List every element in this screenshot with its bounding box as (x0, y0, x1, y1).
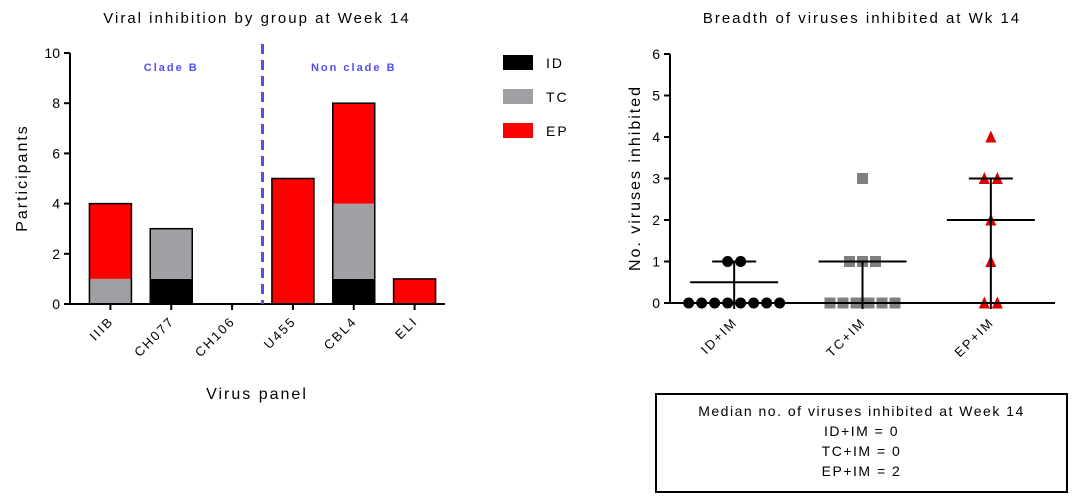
x-tick-label: CH077 (131, 314, 177, 360)
bar (333, 204, 375, 279)
annotation: Clade B (144, 62, 199, 74)
bar (394, 279, 436, 304)
x-tick-label: ELI (392, 314, 421, 343)
y-tick-label: 1 (652, 254, 660, 270)
x-axis-label: Virus panel (206, 386, 308, 403)
median-summary-box: Median no. of viruses inhibited at Week … (655, 393, 1068, 493)
y-tick-label: 6 (52, 145, 60, 161)
legend-label: ID (546, 55, 564, 71)
y-tick-label: 2 (652, 212, 660, 228)
y-tick-label: 4 (52, 196, 60, 212)
bar (150, 279, 192, 304)
bar (89, 279, 131, 304)
y-tick-label: 2 (52, 246, 60, 262)
legend-label: TC (546, 89, 569, 105)
legend-label: EP (546, 123, 569, 139)
y-tick-label: 4 (652, 129, 660, 145)
bar (333, 103, 375, 203)
x-tick-label: ID+IM (698, 315, 740, 357)
y-tick-label: 8 (52, 95, 60, 111)
x-tick-label: TC+IM (823, 315, 869, 361)
x-tick-label: EP+IM (951, 315, 997, 361)
y-tick-label: 3 (652, 171, 660, 187)
x-tick-label: IIIB (86, 314, 116, 344)
bar (272, 179, 314, 305)
median-summary-heading: Median no. of viruses inhibited at Week … (657, 401, 1066, 421)
y-axis-label: No. viruses inhibited (627, 85, 644, 271)
legend-swatch (503, 55, 533, 70)
y-axis-label: Participants (14, 124, 31, 232)
x-tick-label: U455 (261, 314, 299, 352)
chart-title: Breadth of viruses inhibited at Wk 14 (703, 10, 1021, 27)
median-summary-line: ID+IM = 0 (657, 421, 1066, 441)
x-tick-label: CH106 (192, 314, 238, 360)
legend-swatch (503, 89, 533, 104)
bar (150, 229, 192, 279)
data-point (857, 173, 868, 184)
annotation: Non clade B (311, 62, 397, 74)
bar (333, 279, 375, 304)
data-point (985, 131, 996, 143)
y-tick-label: 0 (52, 296, 60, 312)
y-tick-label: 0 (652, 295, 660, 311)
y-tick-label: 6 (652, 46, 660, 62)
x-tick-label: CBL4 (321, 314, 360, 353)
legend-swatch (503, 123, 533, 138)
median-summary-line: EP+IM = 2 (657, 461, 1066, 481)
y-tick-label: 10 (44, 45, 60, 61)
y-tick-label: 5 (652, 88, 660, 104)
median-summary-line: TC+IM = 0 (657, 441, 1066, 461)
chart-title: Viral inhibition by group at Week 14 (103, 10, 410, 27)
bar (89, 204, 131, 279)
